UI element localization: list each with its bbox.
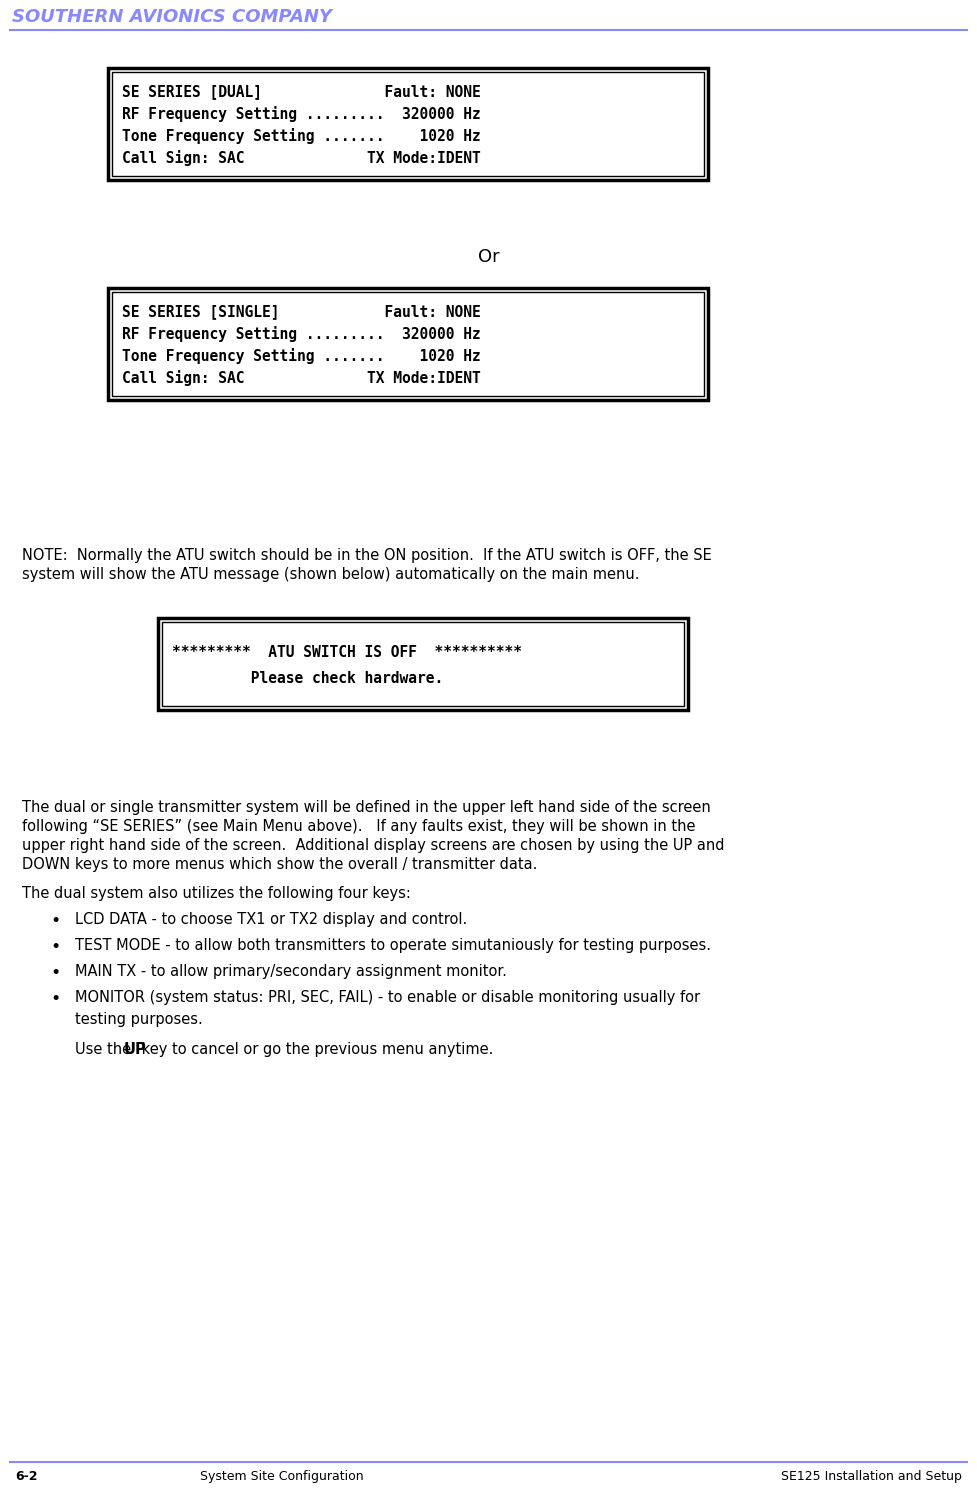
Text: •: • [50,912,61,930]
Text: Tone Frequency Setting .......    1020 Hz: Tone Frequency Setting ....... 1020 Hz [122,128,481,145]
Bar [112,292,704,395]
Text: system will show the ATU message (shown below) automatically on the main menu.: system will show the ATU message (shown … [22,567,640,582]
Bar [162,622,684,706]
Bar [108,69,708,181]
Text: SE125 Installation and Setup: SE125 Installation and Setup [782,1470,962,1483]
Text: •: • [50,991,61,1009]
Text: *********  ATU SWITCH IS OFF  **********: ********* ATU SWITCH IS OFF ********** [172,645,522,659]
Text: Tone Frequency Setting .......    1020 Hz: Tone Frequency Setting ....... 1020 Hz [122,348,481,364]
Bar [158,618,688,710]
Text: SE SERIES [DUAL]              Fault: NONE: SE SERIES [DUAL] Fault: NONE [122,85,481,100]
Text: LCD DATA - to choose TX1 or TX2 display and control.: LCD DATA - to choose TX1 or TX2 display … [75,912,467,927]
Text: System Site Configuration: System Site Configuration [200,1470,363,1483]
Text: RF Frequency Setting .........  320000 Hz: RF Frequency Setting ......... 320000 Hz [122,327,481,342]
Text: Use the: Use the [75,1041,136,1056]
Text: DOWN keys to more menus which show the overall / transmitter data.: DOWN keys to more menus which show the o… [22,856,537,871]
Text: SE SERIES [SINGLE]            Fault: NONE: SE SERIES [SINGLE] Fault: NONE [122,304,481,319]
Text: following “SE SERIES” (see Main Menu above).   If any faults exist, they will be: following “SE SERIES” (see Main Menu abo… [22,819,696,834]
Text: TEST MODE - to allow both transmitters to operate simutaniously for testing purp: TEST MODE - to allow both transmitters t… [75,938,715,953]
Text: The dual or single transmitter system will be defined in the upper left hand sid: The dual or single transmitter system wi… [22,800,710,815]
Text: The dual system also utilizes the following four keys:: The dual system also utilizes the follow… [22,886,411,901]
Text: NOTE:  Normally the ATU switch should be in the ON position.  If the ATU switch : NOTE: Normally the ATU switch should be … [22,548,712,562]
Text: key to cancel or go the previous menu anytime.: key to cancel or go the previous menu an… [137,1041,493,1056]
Text: Call Sign: SAC              TX Mode:IDENT: Call Sign: SAC TX Mode:IDENT [122,151,481,166]
Text: Or: Or [478,248,499,266]
Text: testing purposes.: testing purposes. [75,1012,203,1026]
Text: UP: UP [124,1041,147,1056]
Text: 6-2: 6-2 [15,1470,37,1483]
Text: RF Frequency Setting .........  320000 Hz: RF Frequency Setting ......... 320000 Hz [122,106,481,122]
Text: Please check hardware.: Please check hardware. [172,671,444,686]
Text: MONITOR (system status: PRI, SEC, FAIL) - to enable or disable monitoring usuall: MONITOR (system status: PRI, SEC, FAIL) … [75,991,701,1006]
Text: •: • [50,964,61,982]
Text: •: • [50,938,61,956]
Text: Call Sign: SAC              TX Mode:IDENT: Call Sign: SAC TX Mode:IDENT [122,370,481,386]
Bar [108,288,708,400]
Text: SOUTHERN AVIONICS COMPANY: SOUTHERN AVIONICS COMPANY [12,7,332,25]
Text: MAIN TX - to allow primary/secondary assignment monitor.: MAIN TX - to allow primary/secondary ass… [75,964,507,979]
Bar [112,72,704,176]
Text: upper right hand side of the screen.  Additional display screens are chosen by u: upper right hand side of the screen. Add… [22,839,725,853]
